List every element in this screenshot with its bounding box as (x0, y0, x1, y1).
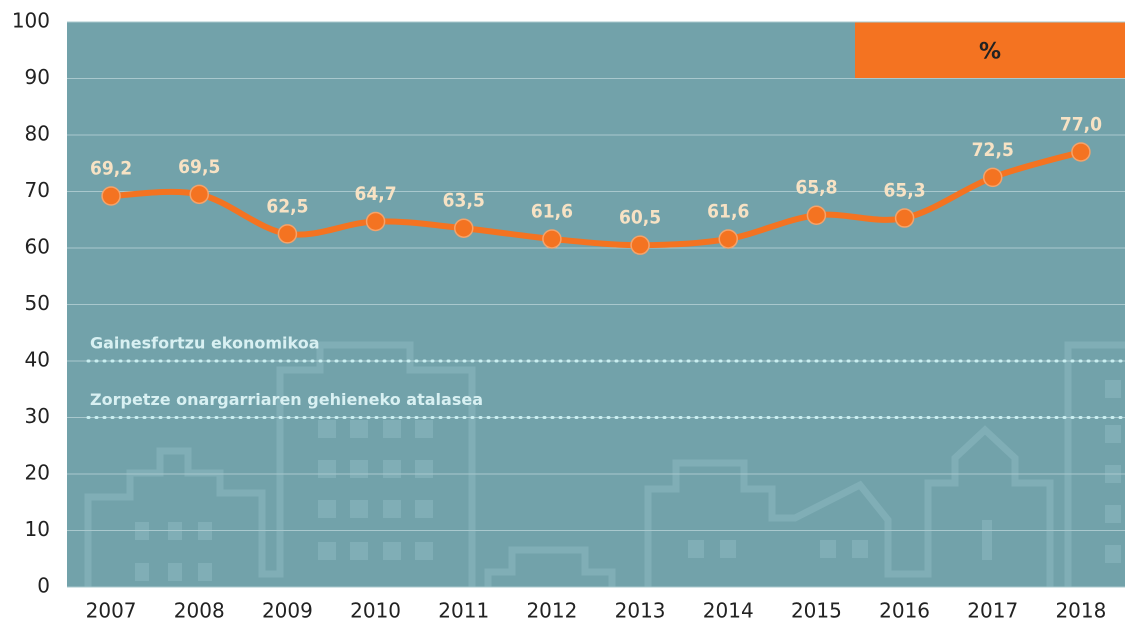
value-label: 62,5 (266, 195, 308, 217)
y-tick-label: 80 (25, 122, 50, 146)
value-label: 63,5 (443, 190, 485, 212)
x-tick-label: 2007 (86, 599, 137, 623)
data-point (278, 225, 296, 243)
data-point (719, 230, 737, 248)
y-tick-label: 20 (25, 461, 50, 485)
chart: % 0 10 20 30 40 50 60 70 80 90 100 Gainesfortzu ekon… (0, 0, 1125, 631)
x-tick-label: 2015 (791, 599, 842, 623)
data-point (102, 187, 120, 205)
value-label: 69,2 (90, 158, 132, 180)
x-tick-label: 2010 (350, 599, 401, 623)
value-label: 60,5 (619, 207, 661, 229)
x-tick-label: 2012 (526, 599, 577, 623)
data-point (543, 230, 561, 248)
data-point (1072, 143, 1090, 161)
reference-label: Gainesfortzu ekonomikoa (90, 334, 320, 353)
data-point (896, 209, 914, 227)
value-label: 61,6 (707, 200, 749, 222)
x-tick-label: 2013 (615, 599, 666, 623)
x-tick-label: 2017 (967, 599, 1018, 623)
data-point (367, 212, 385, 230)
x-tick-label: 2008 (174, 599, 225, 623)
data-point (984, 168, 1002, 186)
y-tick-label: 60 (25, 235, 50, 259)
x-tick-label: 2009 (262, 599, 313, 623)
y-tick-label: 100 (12, 9, 50, 33)
data-point (807, 206, 825, 224)
x-tick-label: 2011 (438, 599, 489, 623)
y-tick-label: 90 (25, 65, 50, 89)
value-label: 64,7 (354, 183, 396, 205)
value-label: 61,6 (531, 200, 573, 222)
value-label: 77,0 (1060, 113, 1102, 135)
y-tick-label: 30 (25, 404, 50, 428)
unit-label: % (979, 39, 1001, 64)
reference-label: Zorpetze onargarriaren gehieneko atalase… (90, 390, 483, 409)
x-tick-label: 2014 (703, 599, 754, 623)
data-point (190, 185, 208, 203)
value-label: 65,8 (795, 177, 837, 199)
y-tick-label: 50 (25, 291, 50, 315)
y-tick-label: 10 (25, 517, 50, 541)
value-label: 69,5 (178, 156, 220, 178)
x-tick-label: 2018 (1055, 599, 1106, 623)
data-point (631, 236, 649, 254)
y-tick-label: 70 (25, 178, 50, 202)
y-tick-label: 40 (25, 348, 50, 372)
value-label: 65,3 (883, 180, 925, 202)
data-point (455, 219, 473, 237)
y-tick-label: 0 (37, 574, 50, 598)
value-label: 72,5 (972, 139, 1014, 161)
x-tick-label: 2016 (879, 599, 930, 623)
